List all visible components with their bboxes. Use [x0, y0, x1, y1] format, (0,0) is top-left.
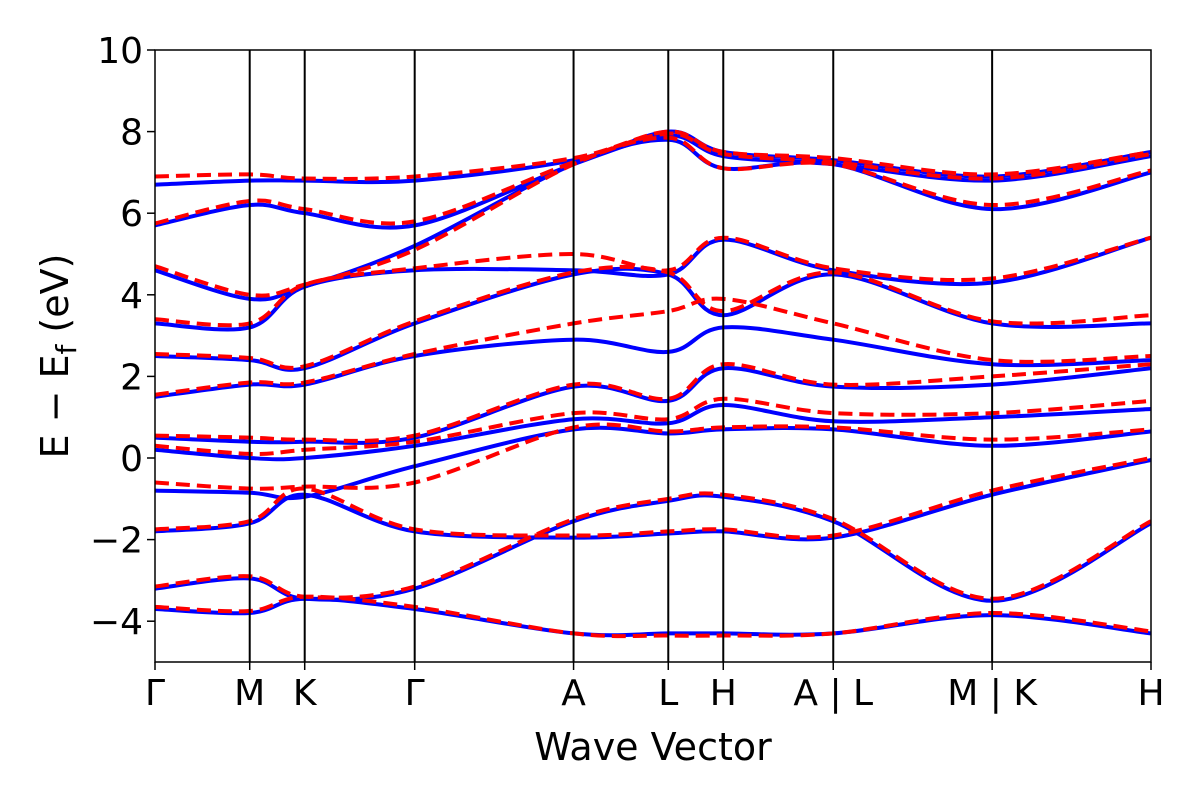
x-tick-label-10: H — [1137, 673, 1164, 714]
red-dashed-band-6 — [155, 362, 1151, 443]
y-axis-label-main: E − E — [33, 354, 77, 458]
x-tick-label-7: H — [710, 673, 737, 714]
x-tick-label-3: K — [293, 673, 318, 714]
red-dashed-band-2 — [155, 491, 1151, 601]
bands-layer — [155, 129, 1151, 639]
y-tick-label-7: 8 — [120, 113, 143, 154]
y-tick-label-1: −4 — [90, 602, 143, 643]
x-tick-label-4: Γ — [405, 673, 425, 714]
red-dashed-band-7 — [155, 296, 1151, 397]
red-dashed-band-1 — [155, 594, 1151, 639]
red-dashed-band-5 — [155, 396, 1151, 457]
x-tick-label-2: M — [234, 673, 265, 714]
red-dashed-band-10 — [155, 135, 1151, 298]
y-tick-label-4: 2 — [120, 357, 143, 398]
red-dashed-band-4 — [155, 422, 1151, 491]
red-dashed-band-9 — [155, 235, 1151, 328]
kpoint-lines — [248, 50, 994, 662]
x-tick-label-1: Γ — [145, 673, 165, 714]
y-axis-label-unit: (eV) — [33, 254, 77, 333]
y-tick-label-6: 6 — [120, 194, 143, 235]
x-tick-label-6: L — [658, 673, 678, 714]
y-tick-label-5: 4 — [120, 276, 143, 317]
y-tick-label-8: 10 — [97, 31, 143, 72]
x-tick-label-9: M | K — [947, 673, 1038, 714]
red-dashed-band-12 — [155, 129, 1151, 181]
y-tick-label-2: −2 — [90, 521, 143, 562]
red-dashed-band-3 — [155, 456, 1151, 540]
y-axis-label: E − Ef (eV) — [33, 254, 83, 459]
blue-solid-band-5 — [155, 402, 1151, 462]
blue-solid-band-4 — [155, 425, 1151, 501]
blue-solid-band-9 — [155, 235, 1151, 332]
y-axis: −4 −2 0 2 4 6 8 10 — [90, 31, 155, 643]
blue-solid-band-6 — [155, 366, 1151, 445]
plot-frame — [154, 49, 1152, 663]
x-tick-label-8: A | L — [793, 673, 873, 714]
y-axis-label-subscript: f — [50, 343, 83, 354]
x-tick-label-5: A — [561, 673, 586, 714]
y-tick-label-3: 0 — [120, 439, 143, 480]
x-axis-label: Wave Vector — [534, 725, 772, 769]
